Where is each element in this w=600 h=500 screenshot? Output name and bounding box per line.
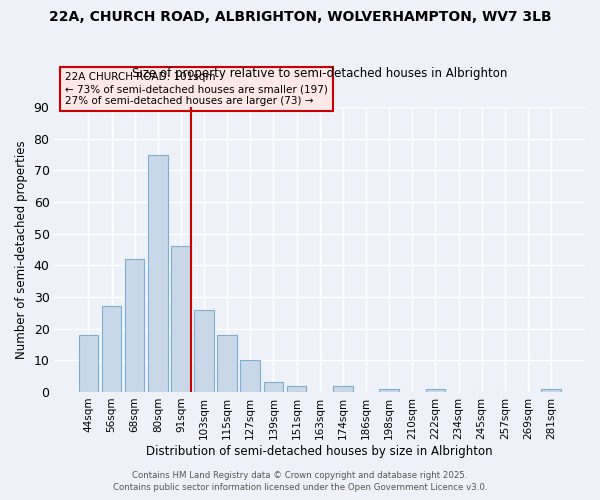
Bar bbox=[541, 389, 561, 392]
Title: Size of property relative to semi-detached houses in Albrighton: Size of property relative to semi-detach… bbox=[132, 66, 508, 80]
Bar bbox=[194, 310, 214, 392]
Bar bbox=[263, 382, 283, 392]
Bar bbox=[379, 389, 399, 392]
Bar bbox=[125, 259, 145, 392]
Bar bbox=[241, 360, 260, 392]
Bar bbox=[79, 335, 98, 392]
X-axis label: Distribution of semi-detached houses by size in Albrighton: Distribution of semi-detached houses by … bbox=[146, 444, 493, 458]
Bar bbox=[217, 335, 237, 392]
Bar bbox=[287, 386, 307, 392]
Text: 22A CHURCH ROAD: 101sqm
← 73% of semi-detached houses are smaller (197)
27% of s: 22A CHURCH ROAD: 101sqm ← 73% of semi-de… bbox=[65, 72, 328, 106]
Text: 22A, CHURCH ROAD, ALBRIGHTON, WOLVERHAMPTON, WV7 3LB: 22A, CHURCH ROAD, ALBRIGHTON, WOLVERHAMP… bbox=[49, 10, 551, 24]
Bar bbox=[148, 154, 167, 392]
Bar bbox=[171, 246, 191, 392]
Text: Contains HM Land Registry data © Crown copyright and database right 2025.
Contai: Contains HM Land Registry data © Crown c… bbox=[113, 471, 487, 492]
Y-axis label: Number of semi-detached properties: Number of semi-detached properties bbox=[15, 140, 28, 359]
Bar bbox=[425, 389, 445, 392]
Bar bbox=[101, 306, 121, 392]
Bar bbox=[333, 386, 353, 392]
